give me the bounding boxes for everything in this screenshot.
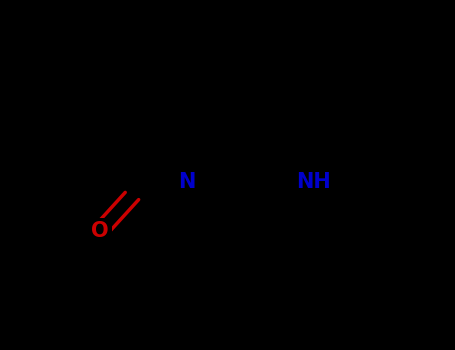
Text: NH: NH	[297, 172, 331, 192]
Text: N: N	[178, 172, 195, 192]
Text: O: O	[91, 221, 109, 241]
